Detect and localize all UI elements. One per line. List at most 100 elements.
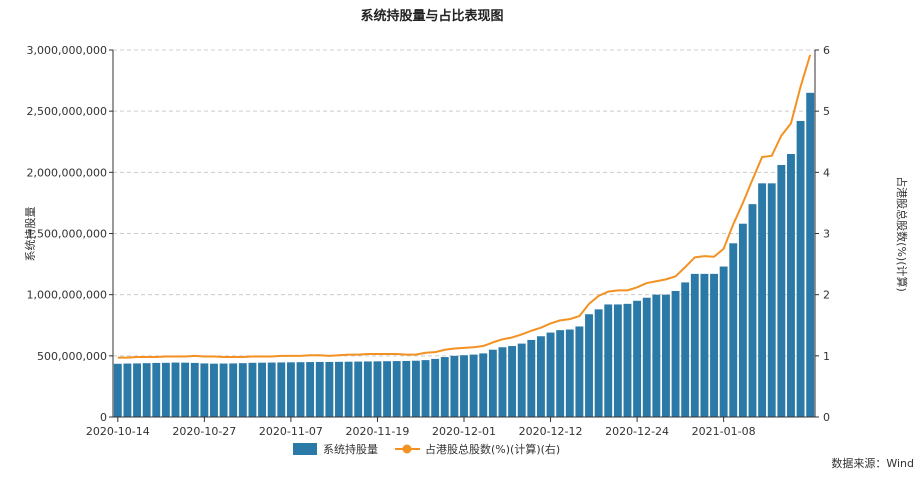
bar [479, 353, 488, 417]
bar [613, 304, 622, 417]
right-tick-label: 5 [823, 105, 830, 118]
bar [758, 183, 767, 417]
bar [383, 361, 392, 417]
right-tick-label: 1 [823, 350, 830, 363]
left-tick-label: 3,000,000,000 [27, 44, 107, 57]
legend-line-marker [402, 444, 412, 454]
bar [527, 339, 536, 417]
left-y-axis-label: 系统持股量 [23, 207, 37, 262]
bar [286, 362, 295, 417]
right-tick-label: 0 [823, 411, 830, 424]
x-tick-label: 2020-12-24 [605, 425, 669, 438]
left-tick-label: 2,000,000,000 [27, 166, 107, 179]
right-tick-label: 4 [823, 166, 830, 179]
bar [277, 362, 286, 417]
right-y-axis-label: 占港股总股数(%)(计算) [895, 176, 909, 292]
bar [585, 314, 593, 417]
right-tick-label: 2 [823, 289, 830, 302]
bar [719, 266, 728, 417]
bar [787, 153, 795, 418]
line-path [117, 54, 812, 359]
bar [210, 363, 218, 417]
bar [565, 329, 574, 417]
bar [575, 326, 584, 417]
bar [536, 336, 545, 417]
bar [344, 361, 353, 417]
bar [777, 164, 786, 417]
bar [642, 297, 651, 417]
x-axis-ticks: 2020-10-14 2020-10-27 2020-11-07 2020-11-19… [86, 417, 756, 438]
bar [238, 363, 247, 417]
bar [767, 183, 776, 417]
bar [354, 361, 363, 417]
left-tick-label: 1,000,000,000 [27, 289, 107, 302]
bar [748, 204, 757, 417]
chart-title: 系统持股量与占比表现图 [360, 8, 503, 24]
bar [142, 363, 151, 417]
bar [258, 362, 266, 417]
bar [133, 363, 141, 417]
legend: 系统持股量 占港股总股数(%)(计算)(右) [293, 442, 560, 456]
bar [113, 363, 122, 417]
bar [738, 223, 747, 417]
bar [421, 360, 430, 417]
bar-series [113, 92, 815, 418]
left-tick-label: 0 [100, 411, 107, 424]
bar [363, 361, 372, 417]
legend-line-label: 占港股总股数(%)(计算)(右) [425, 442, 560, 456]
bar [161, 362, 170, 417]
bar [806, 92, 815, 417]
bar [710, 273, 718, 417]
x-tick-label: 2020-12-01 [432, 425, 496, 438]
bar [498, 347, 507, 417]
bar [517, 343, 526, 417]
bar [460, 355, 468, 417]
bar [662, 294, 670, 417]
bar [690, 273, 699, 417]
bar [190, 362, 199, 417]
x-tick-label: 2021-01-08 [692, 425, 756, 438]
right-tick-label: 3 [823, 228, 830, 241]
bar [729, 243, 738, 417]
bar [229, 363, 238, 417]
left-tick-label: 500,000,000 [37, 350, 107, 363]
bar [306, 362, 315, 417]
bar [335, 361, 343, 417]
bar [546, 332, 555, 417]
bar [200, 363, 209, 417]
x-tick-label: 2020-11-19 [345, 425, 409, 438]
bar [402, 360, 411, 417]
bar [450, 355, 459, 417]
x-tick-label: 2020-10-14 [86, 425, 150, 438]
x-tick-label: 2020-12-12 [519, 425, 583, 438]
data-source: 数据来源：Wind [831, 456, 914, 470]
grid-lines [113, 49, 815, 357]
bar [440, 357, 449, 417]
x-tick-label: 2020-10-27 [172, 425, 236, 438]
bar [152, 362, 161, 417]
bar [469, 354, 478, 417]
bar [671, 291, 680, 417]
bar [373, 361, 382, 417]
bar [633, 300, 642, 417]
x-tick-label: 2020-11-07 [259, 425, 323, 438]
bar [325, 361, 334, 417]
bar [219, 363, 228, 417]
bar [296, 362, 305, 417]
bar [681, 282, 690, 417]
bar [431, 358, 440, 417]
bar [652, 294, 661, 417]
bar [623, 303, 632, 417]
left-y-ticks: 0 500,000,000 1,000,000,000 1,500,000,000 2,… [27, 44, 113, 424]
bar [123, 363, 132, 417]
legend-bar-label: 系统持股量 [323, 442, 378, 456]
bar [488, 349, 497, 417]
bar [700, 273, 709, 417]
bar [411, 360, 420, 417]
left-tick-label: 2,500,000,000 [27, 105, 107, 118]
left-tick-label: 1,500,000,000 [27, 228, 107, 241]
bar [392, 361, 401, 417]
right-y-ticks: 0 1 2 3 4 5 6 [815, 44, 830, 424]
